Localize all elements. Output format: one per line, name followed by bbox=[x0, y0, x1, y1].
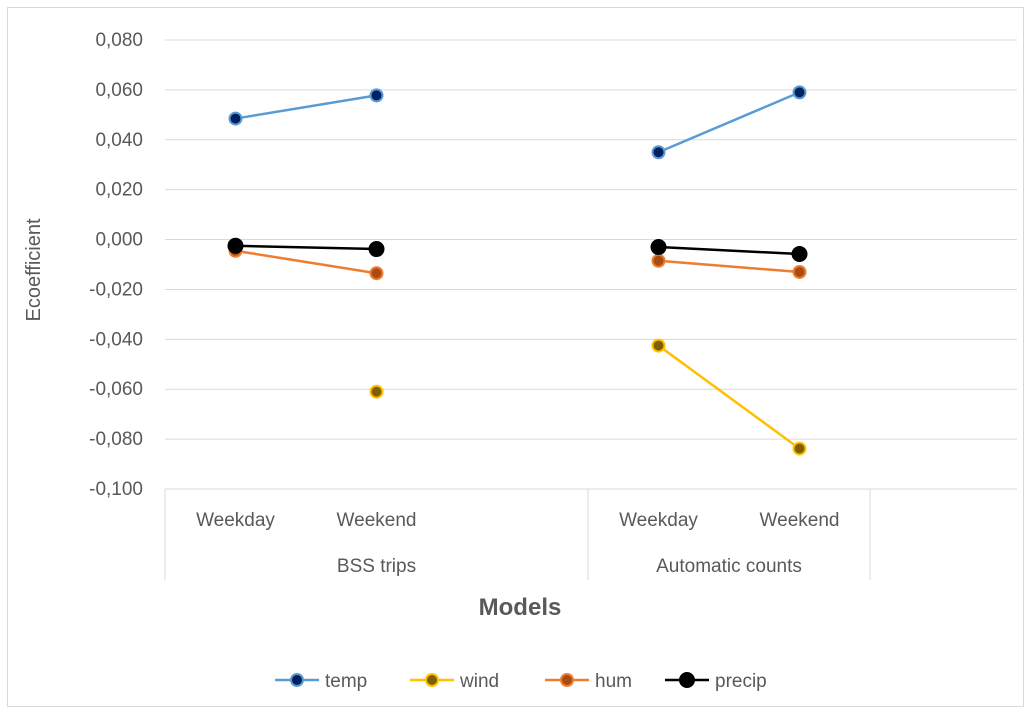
series-line-wind bbox=[657, 344, 801, 450]
series-line-hum bbox=[235, 249, 377, 275]
legend-label-precip: precip bbox=[715, 671, 767, 692]
y-tick-label: -0,020 bbox=[89, 279, 143, 300]
data-point-temp bbox=[792, 85, 807, 100]
x-category-label: Weekday bbox=[196, 510, 275, 531]
data-point-wind bbox=[792, 441, 807, 456]
y-axis-ticks: 0,080 0,060 0,040 0,020 0,000 -0,020 -0,040 -0,… bbox=[89, 30, 143, 500]
x-group-label: Automatic counts bbox=[656, 556, 802, 577]
data-point-temp bbox=[651, 145, 666, 160]
legend-marker-precip bbox=[679, 672, 695, 688]
y-tick-label: 0,060 bbox=[95, 80, 143, 101]
legend: temp wind hum precip bbox=[275, 671, 767, 692]
y-axis-label: Ecoefficient bbox=[23, 218, 45, 321]
data-point-wind bbox=[651, 338, 666, 353]
y-tick-label: -0,040 bbox=[89, 329, 143, 350]
data-point-precip bbox=[227, 237, 244, 254]
x-category-label: Weekend bbox=[337, 510, 417, 531]
y-tick-label: 0,000 bbox=[95, 230, 143, 251]
y-tick-label: -0,060 bbox=[89, 379, 143, 400]
data-point-temp bbox=[369, 88, 384, 103]
series-line-precip bbox=[658, 245, 800, 256]
gridlines bbox=[165, 39, 1017, 490]
x-axis-title: Models bbox=[479, 594, 562, 621]
data-point-hum bbox=[651, 253, 666, 268]
legend-label-wind: wind bbox=[459, 671, 499, 692]
y-tick-label: -0,100 bbox=[89, 479, 143, 500]
data-point-precip bbox=[368, 241, 385, 258]
series-line-precip bbox=[235, 244, 377, 251]
series-line-temp bbox=[235, 94, 377, 120]
y-tick-label: 0,020 bbox=[95, 180, 143, 201]
legend-marker-hum bbox=[560, 673, 574, 687]
data-point-precip bbox=[791, 246, 808, 263]
series-layer bbox=[227, 85, 808, 456]
data-point-hum bbox=[792, 264, 807, 279]
data-point-precip bbox=[650, 239, 667, 256]
chart-area bbox=[7, 7, 1024, 707]
x-category-label: Weekday bbox=[619, 510, 698, 531]
x-category-label: Weekend bbox=[760, 510, 840, 531]
legend-marker-wind bbox=[425, 673, 439, 687]
x-group-label: BSS trips bbox=[337, 556, 416, 577]
series-line-temp bbox=[658, 91, 800, 154]
series-line-hum bbox=[658, 259, 800, 274]
data-point-hum bbox=[369, 266, 384, 281]
y-tick-label: 0,080 bbox=[95, 30, 143, 51]
legend-marker-temp bbox=[290, 673, 304, 687]
y-tick-label: 0,040 bbox=[95, 130, 143, 151]
data-point-temp bbox=[228, 111, 243, 126]
legend-label-hum: hum bbox=[595, 671, 632, 692]
legend-label-temp: temp bbox=[325, 671, 367, 692]
x-axis: Weekday Weekend BSS trips Weekday Weekend Aut… bbox=[164, 489, 871, 580]
y-tick-label: -0,080 bbox=[89, 429, 143, 450]
data-point-wind bbox=[369, 384, 384, 399]
